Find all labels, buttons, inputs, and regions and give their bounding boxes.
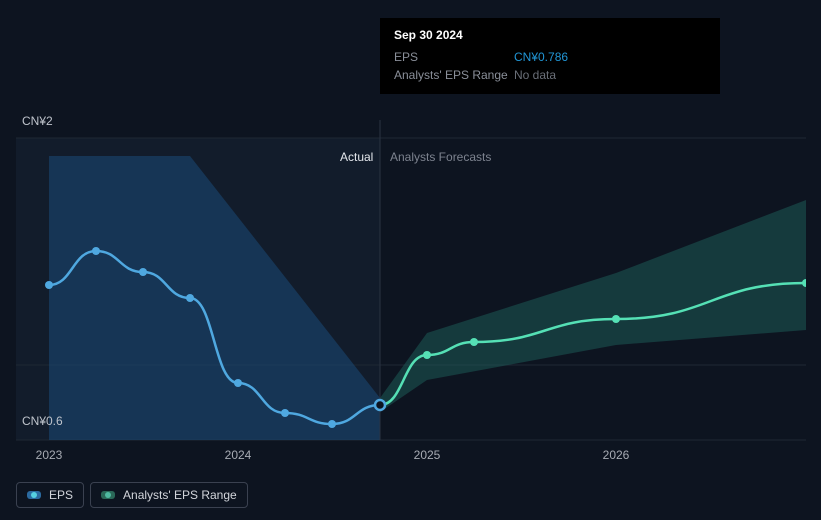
tooltip-value-range: No data: [514, 68, 556, 82]
eps-chart[interactable]: CN¥2 CN¥0.6 Actual Analysts Forecasts 20…: [16, 120, 806, 470]
legend-item-range[interactable]: Analysts' EPS Range: [90, 482, 248, 508]
region-label-forecast: Analysts Forecasts: [390, 150, 491, 164]
tooltip-value-eps: CN¥0.786: [514, 50, 568, 64]
x-tick-2024: 2024: [225, 448, 252, 462]
region-label-actual: Actual: [340, 150, 373, 164]
chart-tooltip: Sep 30 2024 EPS CN¥0.786 Analysts' EPS R…: [380, 18, 720, 94]
legend-label-eps: EPS: [49, 488, 73, 502]
chart-legend: EPS Analysts' EPS Range: [16, 482, 248, 508]
legend-label-range: Analysts' EPS Range: [123, 488, 237, 502]
legend-swatch-eps: [27, 491, 41, 499]
x-tick-2025: 2025: [414, 448, 441, 462]
tooltip-label-eps: EPS: [394, 50, 514, 64]
tooltip-date: Sep 30 2024: [394, 28, 706, 42]
tooltip-row-range: Analysts' EPS Range No data: [394, 66, 706, 84]
y-tick-upper: CN¥2: [22, 114, 53, 128]
legend-swatch-range: [101, 491, 115, 499]
legend-item-eps[interactable]: EPS: [16, 482, 84, 508]
tooltip-row-eps: EPS CN¥0.786: [394, 48, 706, 66]
x-tick-2023: 2023: [36, 448, 63, 462]
tooltip-label-range: Analysts' EPS Range: [394, 68, 514, 82]
y-tick-lower: CN¥0.6: [22, 414, 63, 428]
x-tick-2026: 2026: [603, 448, 630, 462]
chart-canvas: [16, 120, 806, 470]
